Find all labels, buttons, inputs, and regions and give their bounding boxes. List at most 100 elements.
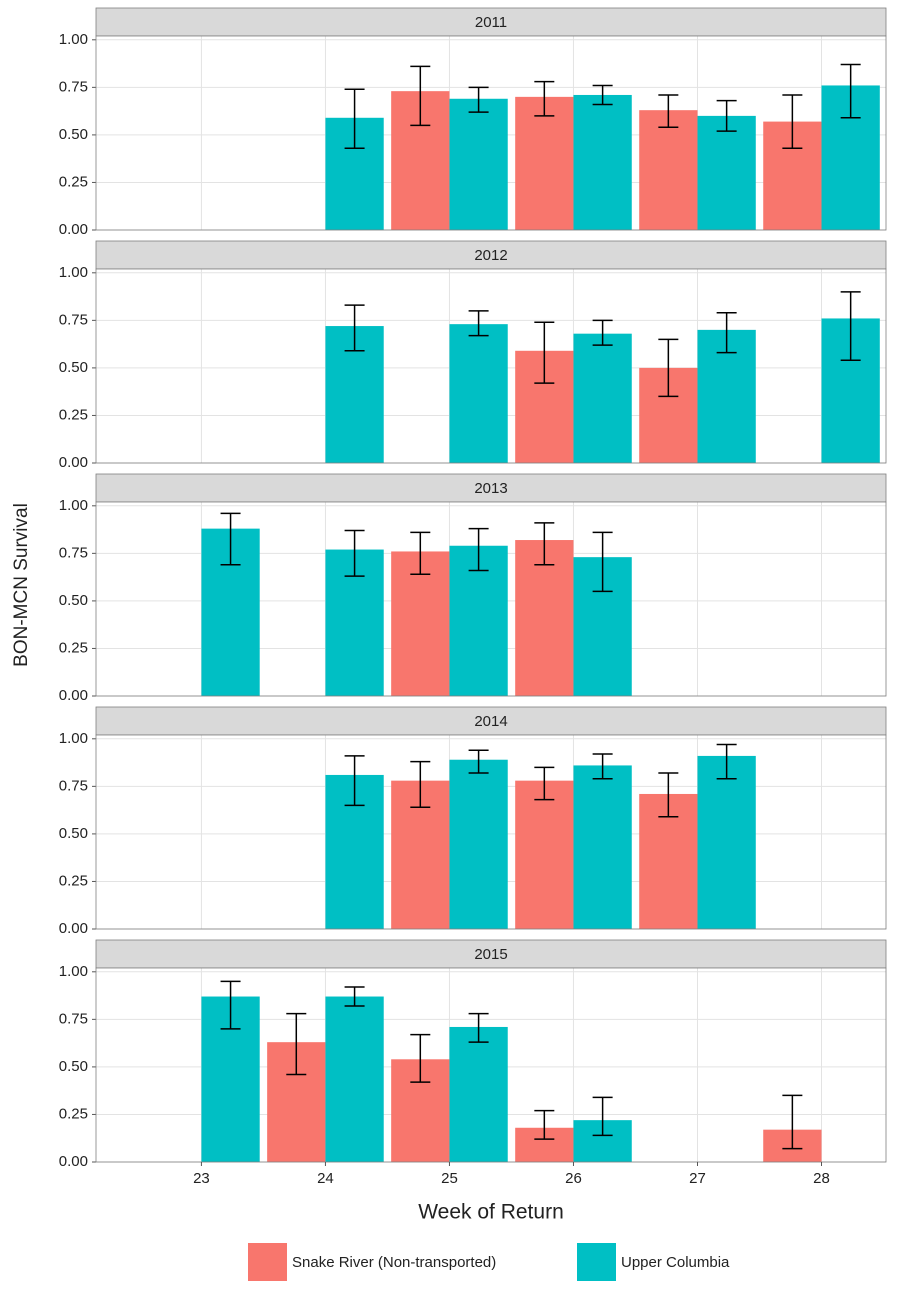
y-tick-label: 0.25 bbox=[59, 406, 88, 423]
panel-border bbox=[95, 734, 887, 930]
y-tick-label: 0.00 bbox=[59, 1153, 88, 1170]
bar bbox=[325, 996, 384, 1162]
y-tick-label: 0.50 bbox=[59, 126, 88, 143]
error-bar bbox=[782, 94, 803, 149]
error-bar bbox=[840, 291, 861, 362]
y-tick-label: 0.25 bbox=[59, 1105, 88, 1122]
bar bbox=[449, 324, 508, 463]
error-bar bbox=[716, 311, 737, 354]
error-bar bbox=[344, 986, 365, 1007]
error-bar bbox=[468, 310, 489, 337]
facet-strip bbox=[95, 939, 887, 969]
facet-title: 2011 bbox=[475, 14, 507, 31]
error-bar bbox=[220, 512, 241, 566]
error-bar bbox=[534, 522, 555, 566]
x-axis-title: Week of Return bbox=[418, 1201, 564, 1224]
error-bar bbox=[344, 529, 365, 577]
facet-strip bbox=[95, 7, 887, 37]
y-tick-label: 0.75 bbox=[59, 311, 88, 328]
error-bar bbox=[716, 99, 737, 132]
y-tick-label: 0.75 bbox=[59, 544, 88, 561]
error-bar bbox=[658, 94, 679, 129]
error-bar bbox=[344, 88, 365, 149]
x-tick-label: 26 bbox=[565, 1170, 582, 1187]
error-bar bbox=[592, 84, 613, 106]
error-bar bbox=[592, 319, 613, 346]
facet-title: 2015 bbox=[474, 946, 507, 963]
y-tick-label: 0.75 bbox=[59, 1010, 88, 1027]
x-tick-label: 27 bbox=[689, 1170, 706, 1187]
legend-label: Upper Columbia bbox=[621, 1254, 730, 1271]
legend-swatch bbox=[248, 1243, 287, 1281]
y-tick-label: 0.00 bbox=[59, 454, 88, 471]
panel-border bbox=[95, 501, 887, 697]
y-tick-label: 1.00 bbox=[59, 264, 88, 281]
bar bbox=[573, 94, 632, 230]
panel-border bbox=[95, 268, 887, 464]
error-bar bbox=[716, 743, 737, 780]
bar bbox=[515, 780, 574, 929]
error-bar bbox=[220, 980, 241, 1030]
y-tick-label: 0.50 bbox=[59, 592, 88, 609]
y-tick-label: 0.50 bbox=[59, 1058, 88, 1075]
error-bar bbox=[410, 65, 431, 127]
y-tick-label: 0.75 bbox=[59, 777, 88, 794]
facet-strip bbox=[95, 706, 887, 736]
x-tick-label: 23 bbox=[193, 1170, 210, 1187]
legend-label: Snake River (Non-transported) bbox=[292, 1254, 496, 1271]
y-tick-label: 0.00 bbox=[59, 221, 88, 238]
error-bar bbox=[410, 531, 431, 576]
y-tick-label: 1.00 bbox=[59, 31, 88, 48]
error-bar bbox=[534, 1109, 555, 1140]
x-tick-label: 24 bbox=[317, 1170, 334, 1187]
error-bar bbox=[592, 1096, 613, 1137]
y-tick-label: 0.50 bbox=[59, 825, 88, 842]
facet-title: 2013 bbox=[474, 480, 507, 497]
y-tick-label: 0.25 bbox=[59, 173, 88, 190]
y-tick-label: 1.00 bbox=[59, 497, 88, 514]
error-bar bbox=[534, 766, 555, 801]
error-bar bbox=[468, 527, 489, 572]
error-bar bbox=[592, 753, 613, 780]
legend-swatch bbox=[577, 1243, 616, 1281]
y-tick-label: 0.25 bbox=[59, 872, 88, 889]
panel-border bbox=[95, 35, 887, 231]
error-bar bbox=[592, 531, 613, 593]
panel-border bbox=[95, 967, 887, 1163]
bar bbox=[697, 115, 756, 230]
error-bar bbox=[658, 772, 679, 818]
error-bar bbox=[534, 321, 555, 384]
y-tick-label: 0.25 bbox=[59, 639, 88, 656]
facet-title: 2014 bbox=[474, 713, 507, 730]
error-bar bbox=[658, 338, 679, 398]
y-tick-label: 0.00 bbox=[59, 687, 88, 704]
y-tick-label: 1.00 bbox=[59, 963, 88, 980]
error-bar bbox=[410, 760, 431, 809]
error-bar bbox=[534, 80, 555, 117]
bar bbox=[515, 96, 574, 230]
facet-strip bbox=[95, 473, 887, 503]
y-tick-label: 1.00 bbox=[59, 730, 88, 747]
error-bar bbox=[782, 1094, 803, 1150]
bar bbox=[515, 540, 574, 696]
y-tick-label: 0.75 bbox=[59, 78, 88, 95]
error-bar bbox=[468, 86, 489, 113]
error-bar bbox=[840, 63, 861, 119]
bar bbox=[639, 110, 698, 230]
y-tick-label: 0.00 bbox=[59, 920, 88, 937]
bar bbox=[449, 1026, 508, 1162]
bar bbox=[697, 755, 756, 929]
error-bar bbox=[468, 1012, 489, 1043]
facet-strip bbox=[95, 240, 887, 270]
error-bar bbox=[344, 755, 365, 807]
x-tick-label: 25 bbox=[441, 1170, 458, 1187]
error-bar bbox=[286, 1012, 307, 1076]
x-tick-label: 28 bbox=[813, 1170, 830, 1187]
y-axis-title: BON-MCN Survival bbox=[11, 503, 32, 667]
bar bbox=[449, 759, 508, 929]
bar bbox=[573, 765, 632, 929]
bar bbox=[573, 333, 632, 463]
error-bar bbox=[344, 304, 365, 352]
error-bar bbox=[410, 1033, 431, 1083]
